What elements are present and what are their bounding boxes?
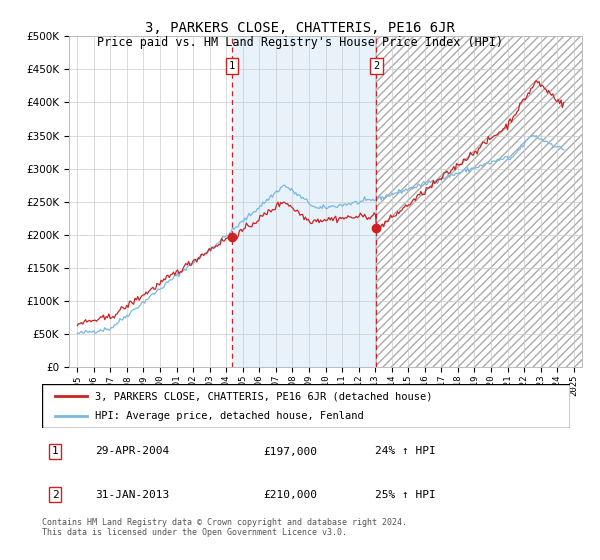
Text: £210,000: £210,000: [264, 489, 318, 500]
Bar: [232, 36, 376, 367]
Text: 29-APR-2004: 29-APR-2004: [95, 446, 169, 456]
Text: 25% ↑ HPI: 25% ↑ HPI: [374, 489, 436, 500]
Text: Price paid vs. HM Land Registry's House Price Index (HPI): Price paid vs. HM Land Registry's House …: [97, 36, 503, 49]
Text: HPI: Average price, detached house, Fenland: HPI: Average price, detached house, Fenl…: [95, 411, 364, 421]
Text: 2: 2: [373, 61, 380, 71]
Text: £197,000: £197,000: [264, 446, 318, 456]
Text: Contains HM Land Registry data © Crown copyright and database right 2024.
This d: Contains HM Land Registry data © Crown c…: [42, 518, 407, 538]
Text: 3, PARKERS CLOSE, CHATTERIS, PE16 6JR: 3, PARKERS CLOSE, CHATTERIS, PE16 6JR: [145, 21, 455, 35]
Text: 2: 2: [52, 489, 59, 500]
Text: 3, PARKERS CLOSE, CHATTERIS, PE16 6JR (detached house): 3, PARKERS CLOSE, CHATTERIS, PE16 6JR (d…: [95, 391, 432, 401]
Text: 1: 1: [229, 61, 235, 71]
Text: 1: 1: [52, 446, 59, 456]
Bar: [376, 36, 582, 367]
Text: 24% ↑ HPI: 24% ↑ HPI: [374, 446, 436, 456]
Text: 31-JAN-2013: 31-JAN-2013: [95, 489, 169, 500]
